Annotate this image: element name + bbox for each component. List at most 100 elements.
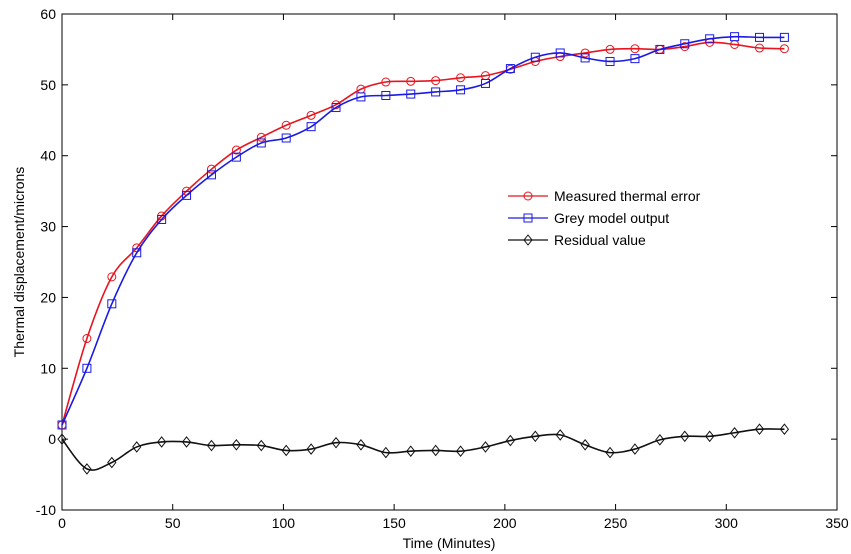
data-point xyxy=(256,138,266,148)
data-point xyxy=(680,430,690,443)
data-point xyxy=(455,445,466,457)
data-point xyxy=(231,145,241,155)
legend-marker xyxy=(523,234,533,246)
data-point xyxy=(655,44,665,54)
data-point xyxy=(306,110,316,120)
data-point xyxy=(555,429,565,441)
data-point xyxy=(206,439,217,452)
data-point xyxy=(256,132,266,142)
x-tick-label: 150 xyxy=(382,515,406,531)
data-point xyxy=(580,48,590,58)
data-point xyxy=(655,434,665,446)
data-point xyxy=(605,446,615,459)
data-point xyxy=(281,120,291,130)
data-point xyxy=(306,443,316,455)
plot-area xyxy=(61,13,838,511)
series-layer xyxy=(57,32,790,475)
data-point xyxy=(630,44,640,54)
data-point xyxy=(705,34,715,44)
x-tick-label: 200 xyxy=(493,515,517,531)
data-point xyxy=(381,90,391,100)
data-point xyxy=(132,248,142,258)
data-point xyxy=(431,444,441,457)
data-point xyxy=(480,441,491,453)
data-point xyxy=(530,430,540,443)
legend-item: Residual value xyxy=(508,232,646,248)
data-point xyxy=(480,78,490,88)
data-point xyxy=(331,103,341,113)
data-point xyxy=(82,334,92,344)
data-point xyxy=(356,439,366,451)
data-point xyxy=(281,133,291,143)
data-point xyxy=(431,87,441,97)
data-point xyxy=(107,299,117,309)
data-point xyxy=(605,56,615,66)
data-point xyxy=(356,92,366,102)
data-point xyxy=(580,53,590,63)
data-point xyxy=(206,170,216,180)
data-point xyxy=(779,44,789,54)
data-point xyxy=(456,73,466,83)
data-point xyxy=(82,463,92,475)
y-tick-label: -10 xyxy=(36,502,56,518)
legend: Measured thermal error Grey model output R… xyxy=(508,188,701,248)
data-point xyxy=(406,76,416,86)
data-point xyxy=(107,272,117,282)
data-point xyxy=(580,439,590,451)
data-point xyxy=(381,446,391,459)
data-point xyxy=(680,39,690,49)
x-tick-label: 300 xyxy=(715,515,739,531)
legend-label: Grey model output xyxy=(554,210,669,226)
data-point xyxy=(206,164,216,174)
series-line xyxy=(61,428,785,471)
series-line xyxy=(61,35,785,426)
series-diamond xyxy=(57,423,790,475)
y-tick-label: 60 xyxy=(40,6,56,22)
data-point xyxy=(530,52,540,62)
data-point xyxy=(705,430,715,443)
data-point xyxy=(456,85,466,95)
legend-marker xyxy=(523,191,533,201)
data-point xyxy=(779,423,790,436)
y-tick-label: 30 xyxy=(40,219,56,235)
y-tick-label: 40 xyxy=(40,148,56,164)
data-point xyxy=(605,44,615,54)
data-point xyxy=(231,152,241,162)
data-point xyxy=(381,77,391,87)
y-axis-title: Thermal displacement/microns xyxy=(11,167,27,358)
y-tick-label: 20 xyxy=(40,289,56,305)
x-tick-label: 50 xyxy=(165,515,181,531)
data-point xyxy=(630,54,640,64)
data-point xyxy=(57,420,67,430)
data-point xyxy=(157,214,167,224)
data-point xyxy=(306,122,316,132)
legend-label: Residual value xyxy=(554,232,646,248)
data-point xyxy=(505,64,515,74)
data-point xyxy=(57,433,67,445)
x-tick-label: 0 xyxy=(58,515,66,531)
data-point xyxy=(256,439,266,452)
data-point xyxy=(82,363,92,373)
legend-label: Measured thermal error xyxy=(554,188,701,204)
data-point xyxy=(779,32,789,42)
x-tick-label: 100 xyxy=(272,515,296,531)
y-tick-label: 0 xyxy=(48,431,56,447)
data-point xyxy=(729,426,740,439)
y-tick-label: 50 xyxy=(40,77,56,93)
data-point xyxy=(182,190,192,200)
data-point xyxy=(132,441,142,453)
data-point xyxy=(754,423,765,436)
data-point xyxy=(181,436,192,448)
legend-item: Grey model output xyxy=(508,210,669,226)
series-square xyxy=(57,32,789,430)
data-point xyxy=(231,439,242,451)
data-point xyxy=(157,436,167,448)
data-point xyxy=(406,89,416,99)
x-tick-label: 250 xyxy=(604,515,628,531)
data-point xyxy=(281,444,291,457)
data-point xyxy=(331,436,341,449)
data-point xyxy=(107,456,117,469)
data-point xyxy=(406,445,416,457)
x-tick-label: 350 xyxy=(825,515,849,531)
